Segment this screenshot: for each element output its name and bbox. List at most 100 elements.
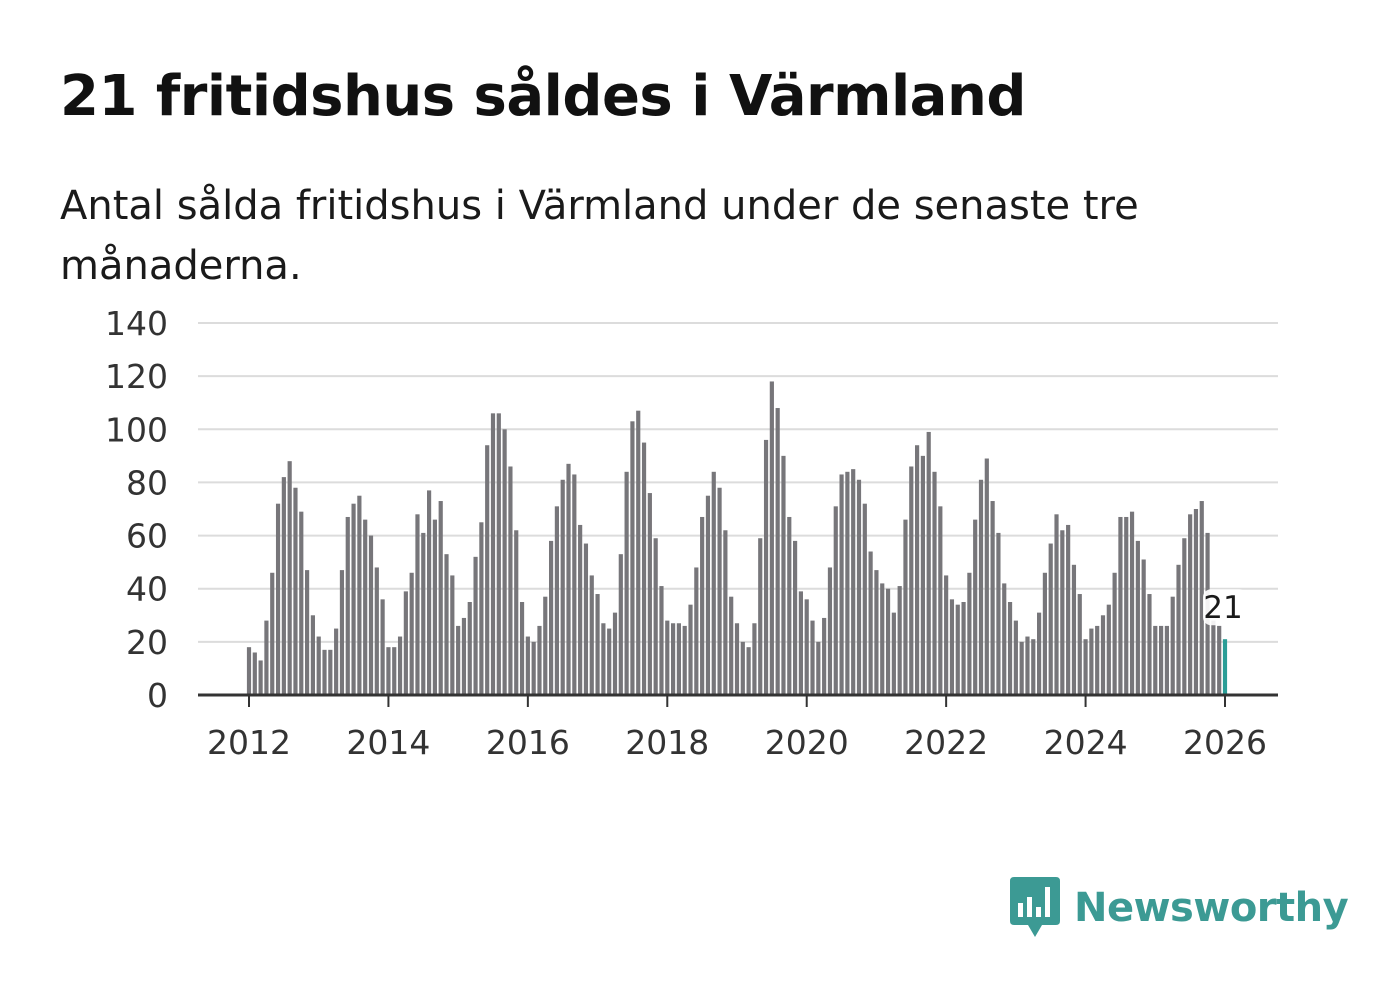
bar bbox=[1025, 636, 1030, 695]
bar bbox=[1037, 612, 1042, 695]
bar bbox=[560, 479, 565, 695]
bar bbox=[990, 501, 995, 695]
bar bbox=[816, 641, 821, 695]
bar bbox=[734, 623, 740, 695]
bar bbox=[653, 538, 658, 695]
x-tick-label: 2022 bbox=[904, 723, 988, 762]
bar bbox=[1106, 604, 1111, 695]
bar bbox=[490, 413, 496, 695]
bar bbox=[444, 554, 449, 695]
bar bbox=[624, 471, 629, 695]
bar bbox=[1002, 583, 1007, 695]
labels: 0 20 40 60 80 100 120 140 2012 2014 2016 2018 2020 20… bbox=[105, 304, 1267, 762]
bar bbox=[583, 543, 589, 695]
bar bbox=[915, 445, 920, 695]
bar bbox=[647, 493, 652, 695]
bar bbox=[607, 628, 612, 695]
bar bbox=[897, 586, 902, 695]
y-tick-label: 140 bbox=[105, 304, 168, 343]
bar bbox=[450, 575, 455, 695]
bar bbox=[944, 575, 949, 695]
x-tick-label: 2024 bbox=[1044, 723, 1128, 762]
bar bbox=[275, 503, 281, 695]
bars bbox=[246, 381, 1228, 695]
x-tick-label: 2018 bbox=[625, 723, 709, 762]
bar bbox=[868, 551, 873, 695]
bar bbox=[508, 466, 513, 695]
bar bbox=[531, 641, 536, 695]
bar bbox=[671, 623, 676, 695]
bar bbox=[467, 602, 472, 695]
bar bbox=[763, 439, 769, 695]
bar bbox=[479, 522, 484, 695]
bar bbox=[328, 649, 333, 695]
y-tick-label: 100 bbox=[105, 410, 168, 449]
bar bbox=[688, 604, 693, 695]
bar bbox=[1135, 540, 1140, 695]
bar bbox=[1211, 620, 1216, 695]
bar bbox=[612, 612, 618, 695]
bar bbox=[891, 612, 896, 695]
bar bbox=[822, 617, 827, 695]
bar bbox=[427, 490, 432, 695]
bar bbox=[380, 599, 385, 695]
bar bbox=[386, 647, 391, 695]
x-tick-label: 2012 bbox=[207, 723, 291, 762]
brand-name: Newsworthy bbox=[1074, 885, 1349, 931]
bar bbox=[740, 641, 745, 695]
bar bbox=[397, 636, 403, 695]
bar bbox=[793, 540, 798, 695]
bar bbox=[1118, 516, 1123, 695]
bar bbox=[717, 487, 722, 695]
bar bbox=[1054, 514, 1059, 695]
bar bbox=[752, 623, 757, 695]
bar bbox=[618, 554, 623, 695]
bar bbox=[827, 567, 833, 695]
bar bbox=[473, 556, 478, 695]
bar bbox=[682, 625, 687, 695]
bar bbox=[659, 586, 664, 695]
bar bbox=[1199, 501, 1204, 695]
bar bbox=[978, 479, 984, 695]
data-label-background bbox=[1203, 589, 1247, 626]
bar bbox=[525, 636, 530, 695]
bar bbox=[519, 602, 525, 695]
bar bbox=[363, 519, 368, 695]
bar bbox=[392, 647, 397, 695]
bar bbox=[903, 519, 908, 695]
bar bbox=[1083, 639, 1088, 695]
bar bbox=[984, 458, 989, 695]
bar bbox=[566, 463, 571, 695]
y-tick-label: 80 bbox=[126, 463, 168, 502]
bar bbox=[885, 588, 891, 695]
bar bbox=[955, 604, 960, 695]
bar bbox=[345, 516, 350, 695]
bar bbox=[949, 599, 955, 695]
bar bbox=[641, 442, 647, 695]
bar bbox=[1013, 620, 1018, 695]
bar bbox=[270, 572, 275, 695]
bar bbox=[1031, 639, 1036, 695]
bar bbox=[700, 516, 705, 695]
bar bbox=[305, 570, 310, 695]
y-tick-label: 40 bbox=[126, 570, 168, 609]
bar bbox=[676, 623, 681, 695]
bar bbox=[920, 455, 925, 695]
bar bbox=[334, 628, 339, 695]
bar bbox=[694, 567, 699, 695]
bar bbox=[781, 455, 786, 695]
bar bbox=[798, 591, 803, 695]
y-tick-label: 0 bbox=[147, 676, 168, 715]
bar bbox=[281, 477, 286, 695]
bar bbox=[287, 461, 292, 695]
bar bbox=[746, 647, 751, 695]
bar bbox=[409, 572, 414, 695]
bar bbox=[485, 445, 490, 695]
bar bbox=[856, 479, 862, 695]
bar bbox=[636, 410, 641, 695]
bar bbox=[432, 519, 437, 695]
bar bbox=[322, 649, 327, 695]
axes bbox=[198, 693, 1278, 707]
bar bbox=[775, 408, 780, 695]
chart-title: 21 fritidshus såldes i Värmland bbox=[60, 64, 1026, 129]
